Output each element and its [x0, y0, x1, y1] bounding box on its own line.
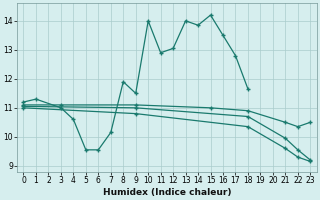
X-axis label: Humidex (Indice chaleur): Humidex (Indice chaleur): [103, 188, 231, 197]
